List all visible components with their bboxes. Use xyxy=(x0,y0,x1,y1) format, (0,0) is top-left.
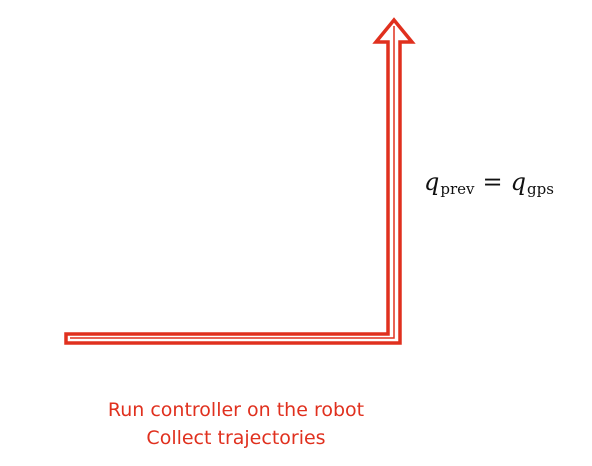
formula: qprev = qgps xyxy=(424,168,584,208)
caption-line-1: Run controller on the robot xyxy=(107,399,365,421)
caption-line-2: Collect trajectories xyxy=(146,427,326,449)
formula-right-var: q xyxy=(510,168,526,196)
formula-left-subscript: prev xyxy=(440,180,475,198)
arrow-inner-line xyxy=(70,26,395,339)
formula-left-var: q xyxy=(424,168,440,196)
formula-operator: = xyxy=(482,168,503,196)
l-shaped-arrow xyxy=(64,17,416,345)
formula-right-subscript: gps xyxy=(526,180,554,198)
caption: Run controller on the robot Collect traj… xyxy=(66,396,406,452)
